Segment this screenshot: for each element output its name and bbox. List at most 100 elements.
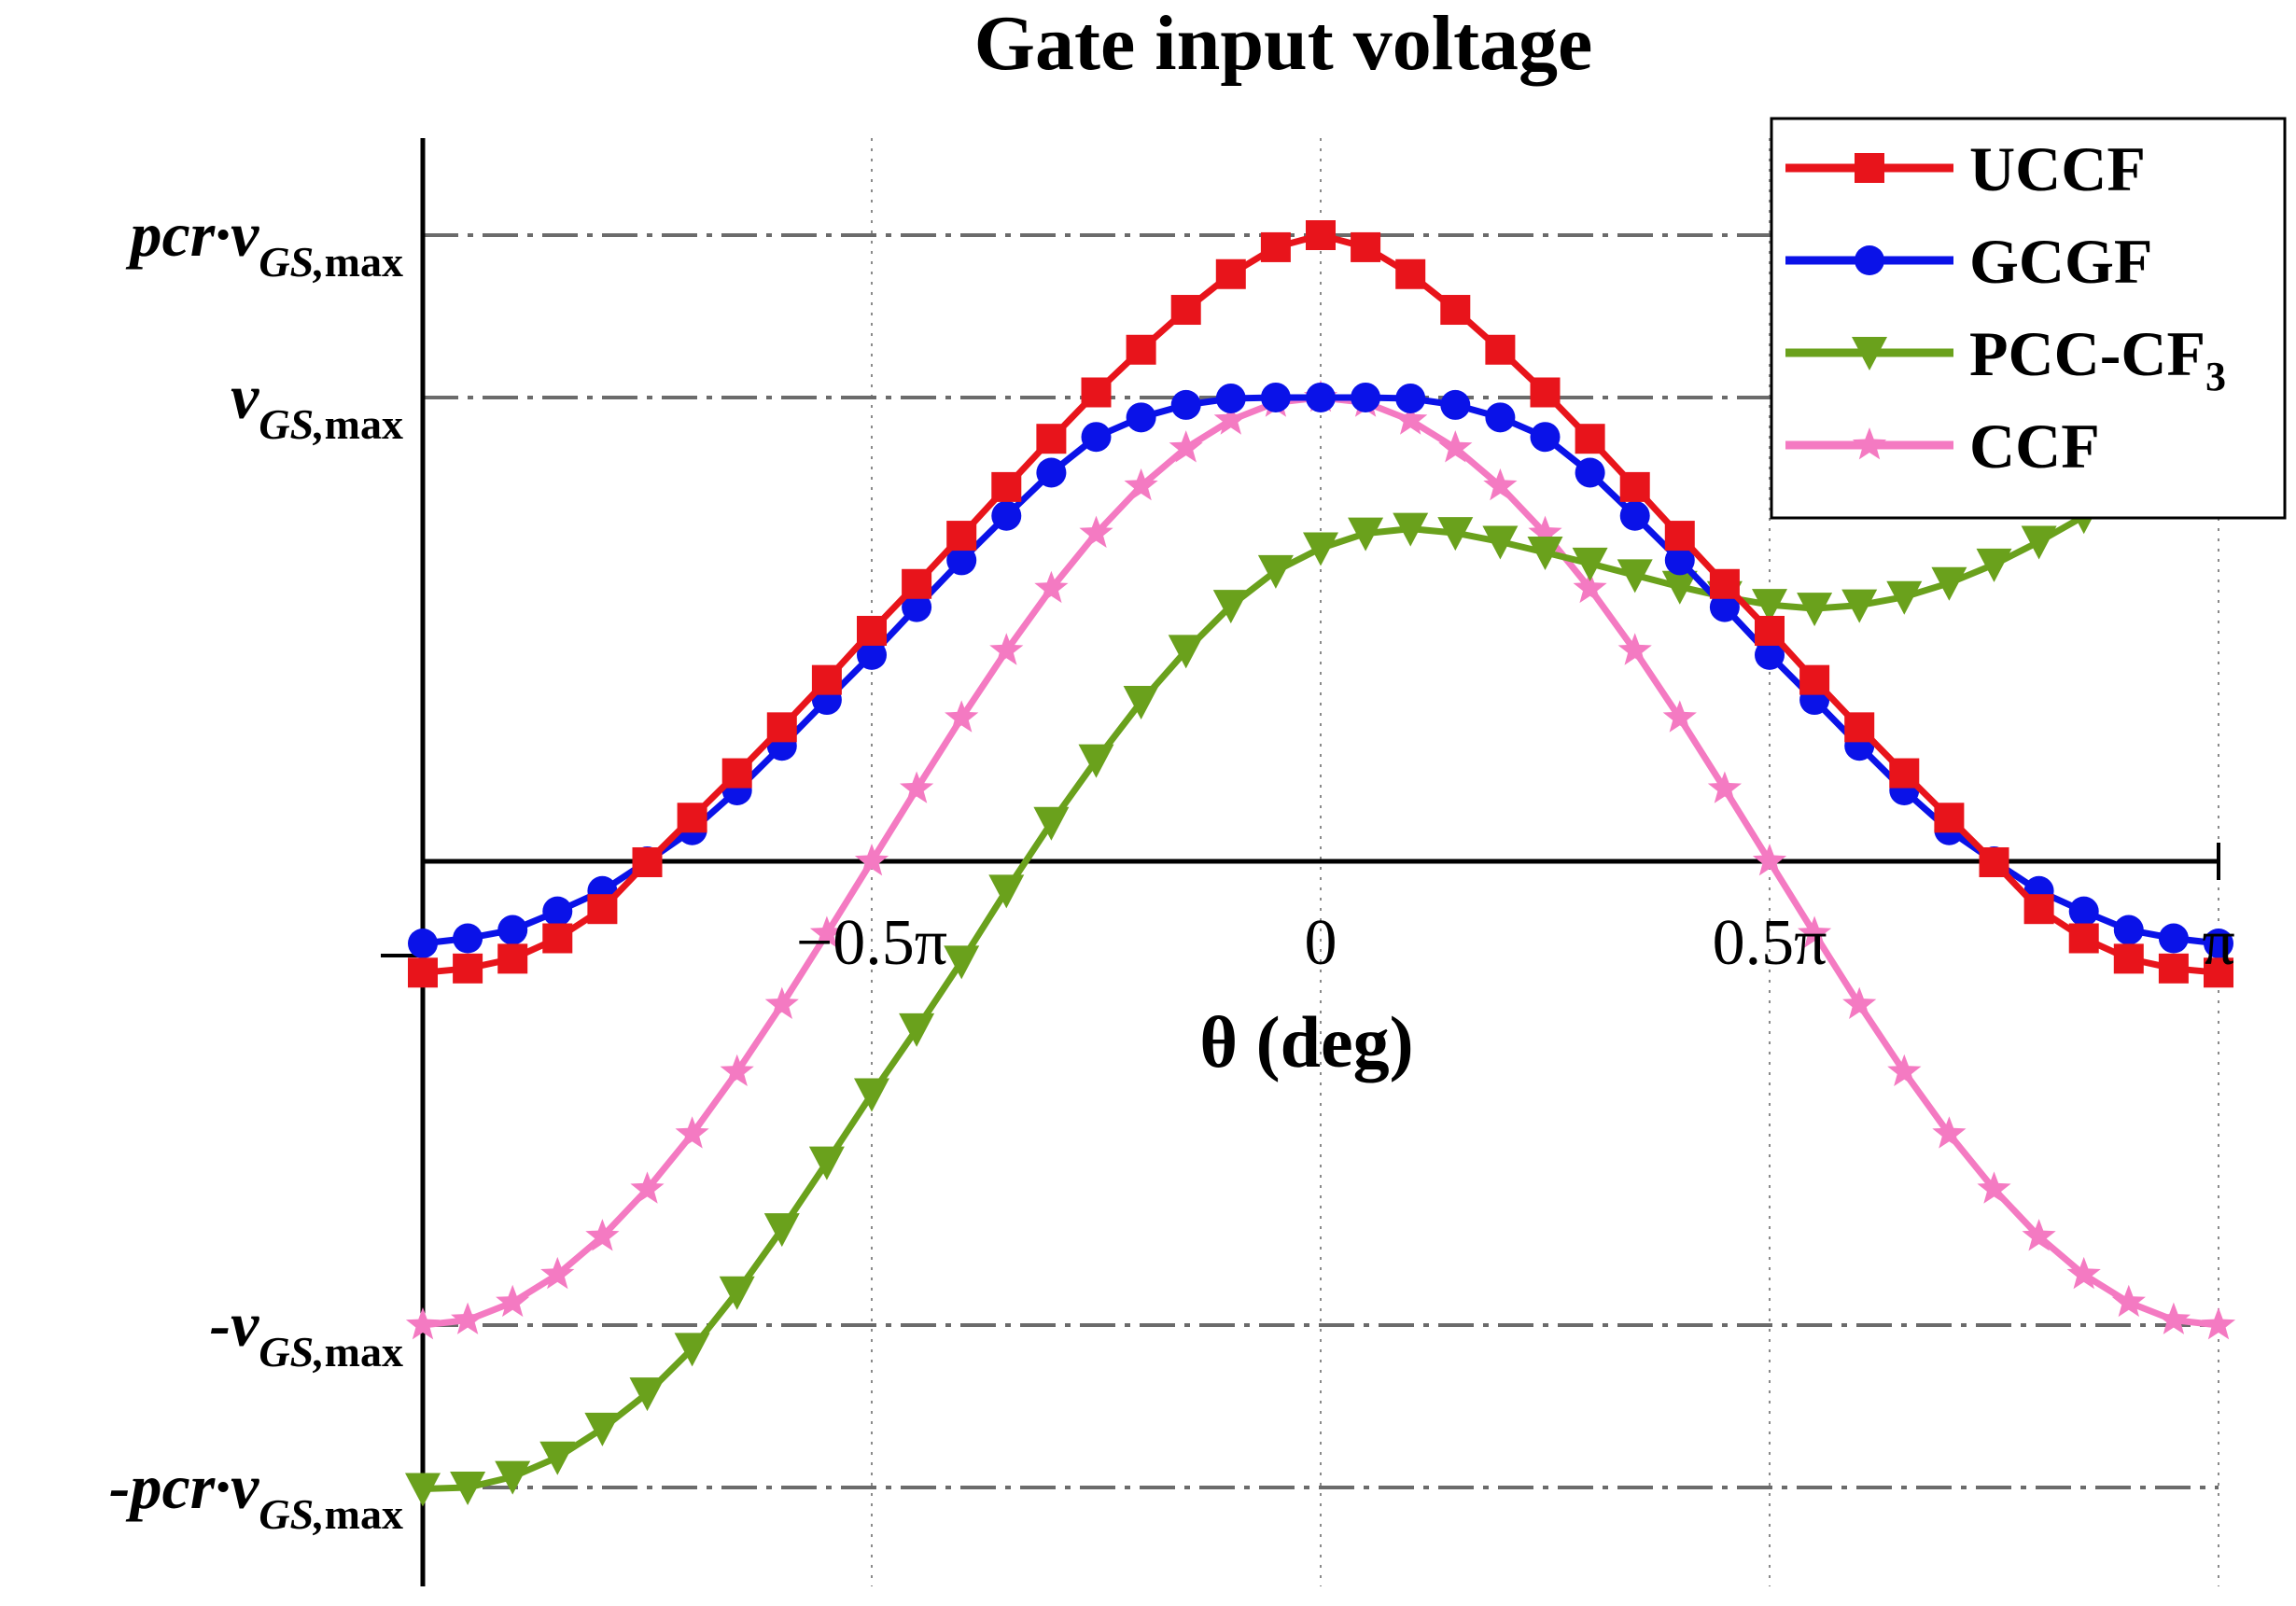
data-point: [1934, 803, 1965, 833]
data-point: [630, 1171, 665, 1204]
data-point: [1852, 337, 1887, 370]
data-point: [584, 1412, 621, 1446]
data-point: [854, 1078, 889, 1112]
data-point: [1799, 664, 1830, 695]
data-point: [1889, 758, 1920, 789]
x-tick-label: π: [2202, 907, 2234, 979]
data-point: [1303, 532, 1338, 566]
data-point: [1393, 402, 1428, 435]
data-point: [1306, 382, 1336, 412]
data-point: [1932, 1116, 1967, 1149]
data-point: [405, 1307, 441, 1340]
series-uccf: [408, 220, 2233, 988]
data-point: [1169, 430, 1203, 463]
data-point: [902, 592, 932, 622]
data-point: [764, 986, 799, 1019]
data-point: [899, 1012, 935, 1047]
data-point: [989, 633, 1024, 665]
data-point: [1081, 422, 1112, 453]
y-reference-label: vGS,max: [231, 361, 403, 448]
y-reference-labels: pcr·vGS,max vGS,max -vGS,max -pcr·vGS,max: [109, 199, 403, 1538]
data-point: [2022, 1219, 2056, 1251]
data-point: [1168, 635, 1204, 669]
data-point: [2113, 943, 2144, 974]
data-point: [1852, 427, 1887, 460]
data-point: [1393, 512, 1429, 547]
data-point: [1931, 566, 1967, 601]
data-point: [1438, 430, 1473, 463]
data-point: [1844, 712, 1875, 743]
legend-label: PCC-CF3: [1969, 318, 2226, 399]
legend-item-uccf: UCCF: [1785, 133, 2146, 204]
data-point: [811, 664, 842, 695]
axes: [381, 138, 2220, 1586]
data-point: [1437, 517, 1474, 552]
data-point: [2156, 1302, 2191, 1334]
data-point: [900, 771, 934, 803]
data-point: [809, 915, 844, 948]
data-point: [808, 1146, 845, 1180]
data-point: [902, 568, 932, 599]
data-point: [1078, 744, 1114, 778]
data-point: [1709, 568, 1740, 599]
data-point: [451, 1302, 485, 1334]
data-point: [1257, 554, 1294, 589]
data-point: [2068, 923, 2099, 954]
data-point: [1440, 389, 1471, 420]
data-point: [988, 874, 1025, 909]
data-point: [1034, 570, 1069, 604]
y-reference-label: -pcr·vGS,max: [109, 1451, 403, 1538]
data-point: [2113, 915, 2144, 945]
data-point: [945, 700, 979, 733]
data-point: [1617, 633, 1652, 665]
data-point: [1213, 402, 1248, 435]
data-point: [539, 1441, 576, 1475]
data-point: [1215, 258, 1246, 289]
data-point: [1573, 570, 1607, 604]
data-point: [495, 1460, 531, 1495]
data-point: [1170, 295, 1201, 326]
data-point: [2204, 928, 2233, 958]
data-point: [497, 943, 528, 974]
data-point: [453, 953, 483, 984]
data-point: [675, 1116, 709, 1149]
legend-item-ccf: CCF: [1785, 411, 2100, 482]
x-axis-label: θ (deg): [1199, 1001, 1413, 1082]
data-point: [585, 1219, 620, 1251]
data-point: [677, 803, 707, 833]
data-point: [763, 1213, 800, 1248]
data-point: [587, 894, 618, 925]
data-point: [2068, 896, 2099, 927]
data-point: [1081, 377, 1112, 408]
data-point: [1260, 382, 1291, 412]
data-point: [2201, 1307, 2236, 1340]
data-point: [944, 945, 980, 980]
data-point: [632, 846, 663, 877]
data-point: [540, 1256, 575, 1290]
data-point: [453, 923, 483, 954]
data-point: [1530, 422, 1561, 453]
data-point: [2066, 1256, 2101, 1290]
data-point: [1707, 771, 1742, 803]
y-reference-label: pcr·vGS,max: [126, 199, 403, 286]
legend-item-pcc-cf: PCC-CF3: [1785, 318, 2226, 399]
legend-label: GCGF: [1969, 226, 2152, 297]
data-point: [719, 1276, 755, 1310]
data-point: [674, 1333, 710, 1367]
legend-box: [1770, 117, 2287, 520]
data-point: [1798, 915, 1832, 948]
data-point: [1619, 471, 1650, 502]
data-point: [1485, 402, 1516, 433]
data-point: [1126, 334, 1156, 365]
data-point: [542, 923, 573, 954]
data-point: [2023, 894, 2054, 925]
data-point: [1215, 383, 1246, 413]
data-point: [2158, 953, 2189, 984]
x-tick-label: 0: [1305, 907, 1337, 979]
data-point: [1855, 245, 1884, 275]
data-point: [854, 844, 889, 876]
data-point: [1351, 382, 1381, 412]
data-point: [1485, 334, 1516, 365]
